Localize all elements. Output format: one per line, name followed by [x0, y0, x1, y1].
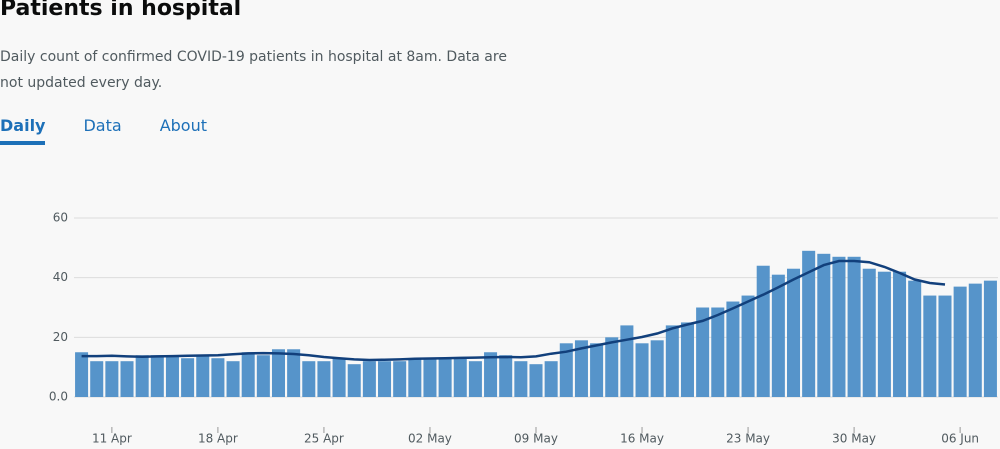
bar [605, 337, 619, 397]
bar [120, 361, 134, 397]
bar [165, 355, 179, 397]
bar [877, 271, 891, 397]
x-tick-label: 06 Jun [941, 432, 979, 446]
tab[interactable]: Data [83, 116, 122, 135]
bar [544, 361, 558, 397]
bar [650, 340, 664, 397]
bar [302, 361, 316, 397]
bar [453, 358, 467, 397]
bar [893, 271, 907, 397]
bar [802, 250, 816, 397]
bar [696, 307, 710, 397]
bar [438, 358, 452, 397]
bar [908, 280, 922, 397]
x-tick-label: 11 Apr [92, 432, 132, 446]
bar [665, 325, 679, 397]
bar [317, 361, 331, 397]
bar [968, 283, 982, 397]
bar [378, 361, 392, 397]
bar [150, 355, 164, 397]
bar [287, 349, 301, 397]
bar [362, 361, 376, 397]
bar [635, 343, 649, 397]
title: Patients in hospital [0, 0, 242, 21]
y-tick-label: 60 [53, 211, 68, 225]
bar [332, 358, 346, 397]
bar [468, 361, 482, 397]
bar [983, 280, 997, 397]
x-tick-label: 16 May [620, 432, 664, 446]
x-tick-label: 02 May [408, 432, 452, 446]
bar [393, 361, 407, 397]
bar [514, 361, 528, 397]
bar [620, 325, 634, 397]
y-tick-label: 0.0 [49, 390, 68, 404]
bar [680, 322, 694, 397]
x-tick-label: 25 Apr [304, 432, 344, 446]
bar [574, 340, 588, 397]
bar [196, 355, 210, 397]
x-tick-label: 09 May [514, 432, 558, 446]
bar [211, 358, 225, 397]
bar [726, 301, 740, 397]
bar [862, 268, 876, 397]
bar [256, 355, 270, 397]
bar [271, 349, 286, 397]
bar [90, 361, 104, 397]
bar [756, 265, 770, 397]
bar [817, 253, 831, 397]
y-tick-label: 40 [53, 270, 68, 284]
bar [847, 256, 861, 397]
tabs: Daily Data About [0, 116, 207, 145]
bar [832, 256, 846, 397]
bar [105, 361, 119, 397]
bar [75, 352, 89, 397]
bar [529, 364, 543, 397]
bar [741, 295, 755, 397]
average-line [81, 259, 946, 362]
bar [408, 358, 422, 397]
x-tick-label: 18 Apr [198, 432, 238, 446]
bar [771, 274, 785, 397]
bar [786, 268, 801, 397]
bar [559, 343, 573, 397]
bar [938, 295, 952, 397]
bar [181, 358, 195, 397]
bar [499, 355, 513, 397]
bar [484, 352, 498, 397]
bar [241, 352, 255, 397]
x-tick-label: 23 May [726, 432, 770, 446]
subtitle: Daily count of confirmed COVID-19 patien… [0, 49, 507, 91]
bar [226, 361, 240, 397]
bar [590, 343, 604, 397]
bar [135, 355, 149, 397]
x-tick-label: 30 May [832, 432, 876, 446]
bar [347, 364, 361, 397]
bar [923, 295, 937, 397]
tab[interactable]: Daily [0, 116, 46, 145]
y-tick-label: 20 [53, 330, 68, 344]
bar [423, 358, 437, 397]
tab[interactable]: About [159, 116, 207, 135]
bar [953, 286, 967, 397]
bar [711, 307, 725, 397]
